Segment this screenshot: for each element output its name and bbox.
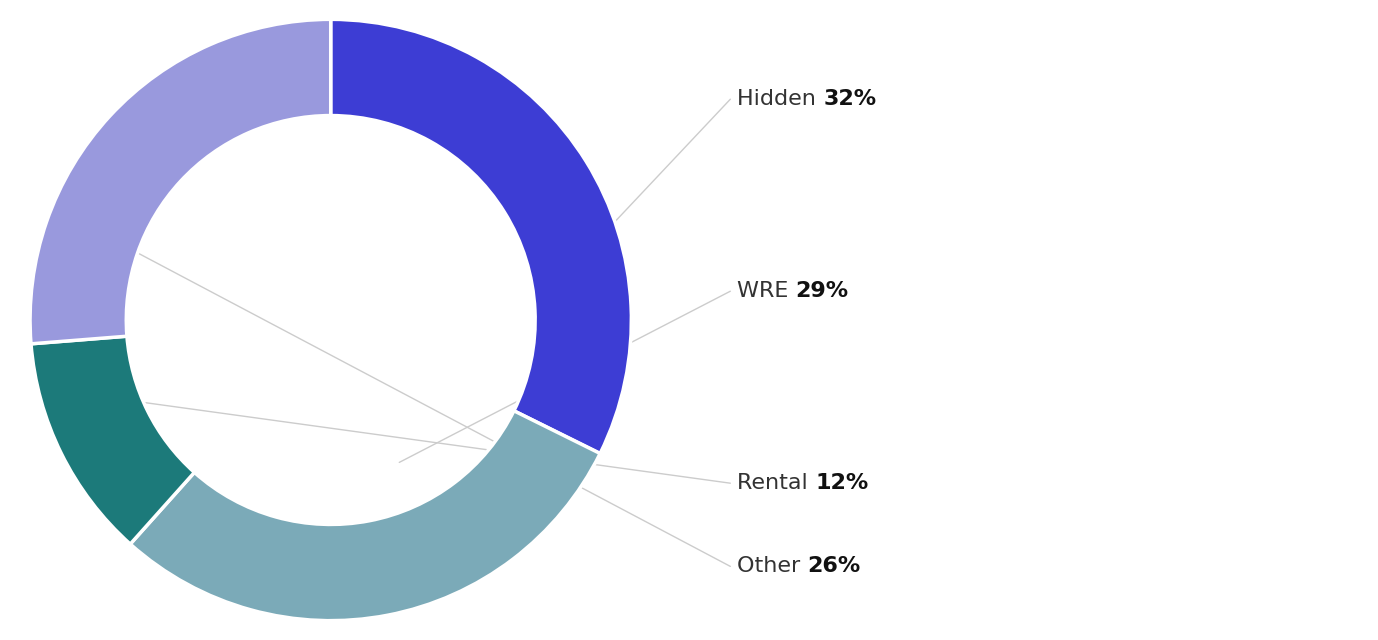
Text: Rental: Rental	[737, 473, 816, 493]
Text: 12%: 12%	[816, 473, 868, 493]
Text: 29%: 29%	[795, 281, 849, 301]
Wedge shape	[30, 19, 331, 344]
Text: 32%: 32%	[823, 89, 876, 109]
Wedge shape	[331, 19, 631, 454]
Text: 26%: 26%	[808, 556, 861, 577]
Text: Other: Other	[737, 556, 808, 577]
Text: WRE: WRE	[737, 281, 795, 301]
Wedge shape	[32, 336, 194, 544]
Wedge shape	[131, 411, 599, 621]
Text: Hidden: Hidden	[737, 89, 823, 109]
